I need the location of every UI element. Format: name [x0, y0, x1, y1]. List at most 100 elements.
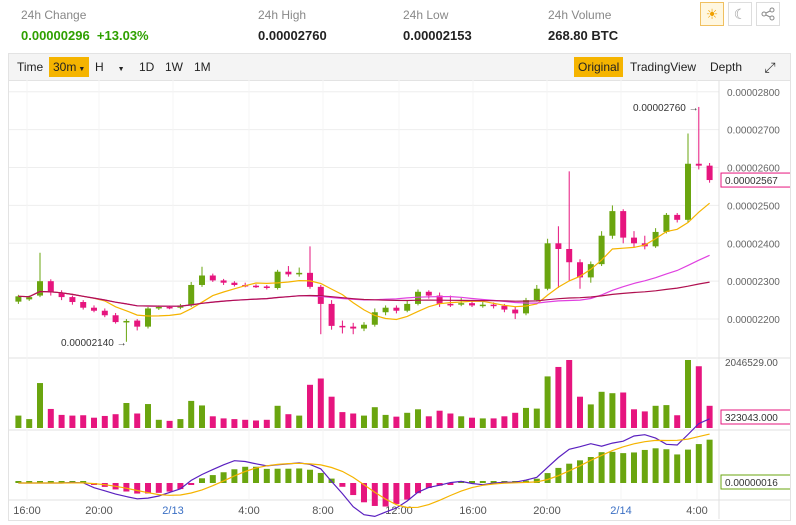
indicator-bar	[177, 483, 184, 490]
indicator-bar	[587, 457, 594, 483]
stat-value: 0.00002153	[403, 28, 472, 43]
candle	[285, 271, 292, 275]
fullscreen-icon[interactable]: ⤢	[764, 59, 776, 75]
indicator-bar	[37, 481, 43, 483]
moon-icon[interactable]: ☾	[728, 2, 752, 26]
volume-bar	[263, 419, 270, 428]
volume-bar	[523, 407, 529, 428]
candle	[166, 306, 173, 309]
candle	[91, 307, 97, 311]
time-tick-label: 4:00	[238, 505, 259, 517]
indicator-bar	[523, 480, 529, 483]
candle	[469, 303, 475, 306]
indicator-bar	[253, 466, 259, 483]
candle	[296, 272, 303, 275]
candle	[307, 272, 313, 287]
indicator-bar	[339, 483, 346, 487]
indicator-bar	[436, 483, 443, 486]
chart-panel: Time 30m ▼ H ▼ 1D 1W 1M Original TradingVi…	[8, 53, 791, 521]
indicator-bar	[674, 454, 681, 483]
candle	[80, 302, 87, 308]
interval-1m-button[interactable]: 1M	[194, 60, 211, 74]
volume-bar	[609, 393, 616, 428]
candle	[490, 304, 497, 307]
indicator-bar	[566, 463, 573, 483]
current-price-label: 0.00002567	[725, 176, 778, 187]
volume-bar	[544, 376, 551, 428]
candle	[512, 309, 519, 314]
indicator-bar	[382, 483, 389, 507]
candle	[15, 296, 22, 302]
volume-bar	[145, 404, 151, 428]
price-tick-label: 0.00002800	[727, 88, 780, 99]
stat-24h-volume: 24h Volume 268.80 BTC	[548, 8, 618, 43]
volume-bar	[58, 414, 65, 428]
candle	[587, 264, 594, 278]
volume-bar	[274, 405, 281, 428]
volume-bar	[706, 405, 713, 428]
indicator-bar	[307, 469, 313, 483]
price-tick-label: 0.00002700	[727, 126, 780, 137]
volume-bar	[663, 405, 670, 428]
volume-bar	[69, 415, 76, 428]
interval-30m-dropdown[interactable]: 30m ▼	[49, 57, 90, 77]
volume-bar	[26, 419, 33, 428]
candle	[26, 297, 33, 300]
volume-bar	[512, 412, 519, 428]
interval-1w-button[interactable]: 1W	[165, 60, 183, 74]
volume-bar	[566, 360, 573, 428]
volume-bar	[695, 366, 702, 428]
candlestick-chart[interactable]: 0.00002800 0.00002700 0.00002600 0.00002500…	[9, 80, 790, 519]
volume-bar	[350, 413, 357, 428]
candle	[544, 243, 551, 289]
candle	[501, 305, 508, 310]
indicator-bar	[317, 472, 324, 483]
stat-label: 24h High	[258, 8, 307, 22]
candle	[458, 303, 465, 305]
indicator-bar	[393, 483, 400, 504]
candle	[404, 303, 411, 311]
candle	[620, 211, 627, 238]
indicator-bar	[533, 478, 540, 483]
indicator-bar	[58, 481, 65, 483]
stat-label: 24h Low	[403, 8, 449, 22]
interval-h-dropdown[interactable]: H ▼	[95, 60, 125, 74]
volume-bar	[652, 405, 659, 428]
tradingview-button[interactable]: TradingView	[630, 60, 697, 74]
volume-bar	[328, 396, 335, 428]
candle	[382, 307, 389, 313]
volume-bar	[371, 407, 378, 428]
volume-bar	[404, 412, 411, 428]
stat-label: 24h Change	[21, 8, 87, 22]
candle	[685, 163, 691, 220]
candle	[361, 324, 367, 329]
indicator-bar	[220, 472, 227, 483]
time-tick-label: 4:00	[686, 505, 707, 517]
stat-value: 0.00002760	[258, 28, 327, 43]
price-tick-label: 0.00002300	[727, 277, 780, 288]
volume-bar	[415, 409, 421, 428]
indicator-bar	[490, 481, 497, 483]
volume-bar	[166, 420, 173, 428]
time-button[interactable]: Time	[17, 60, 44, 74]
candle	[253, 285, 259, 288]
share-icon[interactable]	[756, 2, 780, 26]
depth-button[interactable]: Depth	[710, 60, 743, 74]
time-tick-label: 8:00	[312, 505, 333, 517]
sun-icon[interactable]: ☀	[700, 2, 724, 26]
original-view-button[interactable]: Original	[574, 57, 624, 77]
volume-bar	[285, 414, 292, 428]
candle	[101, 310, 108, 316]
volume-bar	[479, 418, 486, 428]
indicator-bar	[145, 483, 151, 494]
candle	[447, 303, 454, 306]
indicator-bar	[26, 481, 33, 483]
volume-current-label: 323043.000	[725, 413, 778, 424]
price-tick-label: 0.00002400	[727, 239, 780, 250]
indicator-bar	[166, 483, 173, 492]
time-tick-label: 12:00	[385, 505, 413, 517]
interval-1d-button[interactable]: 1D	[139, 60, 155, 74]
volume-bar	[91, 417, 97, 428]
indicator-current-label: 0.00000016	[725, 478, 778, 489]
indicator-dea-line	[18, 433, 710, 509]
